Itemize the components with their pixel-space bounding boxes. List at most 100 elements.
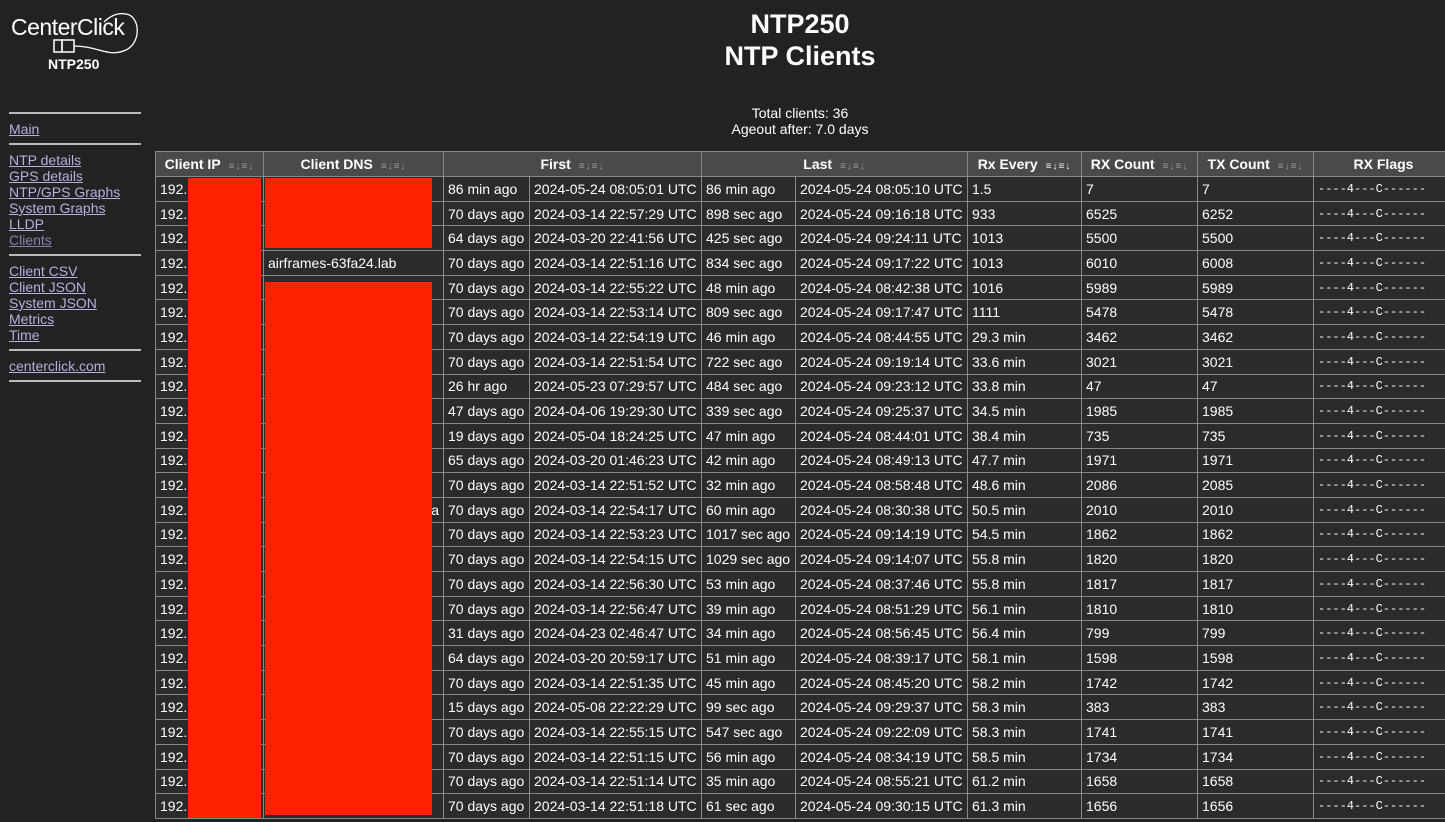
cell-last-time: 2024-05-24 09:14:19 UTC [795,521,968,548]
centerclick-logo[interactable]: CenterClick NTP250 [8,8,143,78]
cell-tx-count: 1742 [1197,669,1314,696]
nav-group: Client CSV Client JSON System JSON Metrics T… [9,256,141,349]
nav-link-ntp-gps-graphs[interactable]: NTP/GPS Graphs [9,184,121,200]
cell-first-ago: 26 hr ago [443,373,530,400]
ageout: Ageout after: 7.0 days [731,121,869,137]
cell-last-ago: 46 min ago [701,324,796,350]
nav-link-system-json[interactable]: System JSON [9,295,97,311]
cell-tx-count: 5500 [1197,225,1314,252]
cell-rx-count: 1656 [1081,793,1198,819]
cell-last-ago: 1017 sec ago [701,521,796,548]
column-header-rx-every[interactable]: Rx Every ≡↓≡↓ [967,151,1082,177]
cell-tx-count: 1810 [1197,595,1314,622]
device-name: NTP250 [750,9,850,39]
column-header-tx-count[interactable]: TX Count ≡↓≡↓ [1197,151,1314,177]
cell-first-ago: 64 days ago [443,645,530,671]
cell-rx-flags: ----4---C------ [1313,496,1445,523]
cell-rx-count: 1817 [1081,571,1198,597]
sort-icon[interactable]: ≡↓≡↓ [228,161,255,172]
sort-icon[interactable]: ≡↓≡↓ [840,161,866,172]
nav-link-metrics[interactable]: Metrics [9,311,55,327]
sidebar-nav: Main NTP details GPS details NTP/GPS Graphs… [9,112,141,382]
cell-rx-count: 2010 [1081,496,1198,523]
cell-rx-every: 56.4 min [967,620,1082,647]
cell-first-time: 2024-03-14 22:51:16 UTC [529,250,702,276]
cell-last-time: 2024-05-24 08:56:45 UTC [795,620,968,647]
cell-last-time: 2024-05-24 08:45:20 UTC [795,669,968,696]
cell-rx-count: 2086 [1081,472,1198,498]
column-header-rx-count[interactable]: RX Count ≡↓≡↓ [1081,151,1198,177]
cell-tx-count: 383 [1197,694,1314,721]
cell-rx-every: 1013 [967,250,1082,276]
sort-icon[interactable]: ≡↓≡↓ [1045,161,1072,172]
cell-last-ago: 32 min ago [701,472,796,498]
cell-last-ago: 722 sec ago [701,348,796,375]
table-row: 192. 70 days ago 2024-03-14 22:56:30 UTC 53… [155,571,1445,597]
cell-rx-count: 383 [1081,694,1198,721]
cell-rx-flags: ----4---C------ [1313,743,1445,770]
cell-first-ago: 70 days ago [443,719,530,745]
nav-link-lldp[interactable]: LLDP [9,216,45,232]
cell-first-ago: 70 days ago [443,348,530,375]
cell-rx-every: 54.5 min [967,521,1082,548]
column-header-client-ip[interactable]: Client IP ≡↓≡↓ [155,151,264,177]
cell-rx-every: 34.5 min [967,398,1082,424]
cell-last-time: 2024-05-24 09:23:12 UTC [795,373,968,400]
cell-last-ago: 1029 sec ago [701,546,796,572]
column-label: RX Count [1090,156,1155,172]
cell-first-time: 2024-03-14 22:55:22 UTC [529,274,702,301]
column-label: Client IP [164,156,221,172]
cell-last-ago: 60 min ago [701,496,796,523]
sort-icon[interactable]: ≡↓≡↓ [1162,161,1189,172]
table-row: 192. airframes-63fa24.lab 70 days ago 2024-… [155,250,1445,276]
sort-icon[interactable]: ≡↓≡↓ [380,161,407,172]
cell-first-ago: 70 days ago [443,595,530,622]
nav-link-centerclick-com[interactable]: centerclick.com [9,358,106,374]
nav-group: NTP details GPS details NTP/GPS Graphs Syst… [9,145,141,254]
column-header-first[interactable]: First ≡↓≡↓ [443,151,702,177]
cell-first-time: 2024-04-06 19:29:30 UTC [529,398,702,424]
cell-first-ago: 31 days ago [443,620,530,647]
nav-link-gps-details[interactable]: GPS details [9,168,83,184]
nav-link-ntp-details[interactable]: NTP details [9,152,82,168]
cell-tx-count: 5478 [1197,299,1314,326]
sort-icon[interactable]: ≡↓≡↓ [1277,161,1304,172]
cell-last-ago: 56 min ago [701,743,796,770]
nav-link-time[interactable]: Time [9,327,40,343]
cell-first-ago: 70 days ago [443,669,530,696]
cell-last-ago: 99 sec ago [701,694,796,721]
cell-first-ago: 65 days ago [443,447,530,474]
client-summary: Total clients: 36 Ageout after: 7.0 days [155,105,1445,137]
nav-link-clients[interactable]: Clients [9,232,52,248]
cell-rx-every: 48.6 min [967,472,1082,498]
cell-first-time: 2024-04-23 02:46:47 UTC [529,620,702,647]
cell-rx-count: 5989 [1081,274,1198,301]
cell-first-ago: 70 days ago [443,472,530,498]
cell-last-time: 2024-05-24 09:30:15 UTC [795,793,968,819]
redaction-dns [265,178,432,248]
cell-first-time: 2024-05-04 18:24:25 UTC [529,422,702,449]
cell-rx-count: 1734 [1081,743,1198,770]
cell-rx-flags: ----4---C------ [1313,176,1445,202]
nav-link-client-csv[interactable]: Client CSV [9,263,78,279]
cell-rx-every: 55.8 min [967,571,1082,597]
column-header-last[interactable]: Last ≡↓≡↓ [701,151,968,177]
column-label: First [540,156,571,172]
nav-divider [9,349,141,351]
nav-link-system-graphs[interactable]: System Graphs [9,200,106,216]
cell-rx-flags: ----4---C------ [1313,447,1445,474]
column-header-client-dns[interactable]: Client DNS ≡↓≡↓ [263,151,444,177]
nav-link-main[interactable]: Main [9,121,40,137]
cell-first-ago: 70 days ago [443,250,530,276]
cell-last-ago: 53 min ago [701,571,796,597]
table-row: 192. 70 days ago 2024-03-14 22:51:35 UTC 45… [155,669,1445,696]
cell-last-time: 2024-05-24 09:22:09 UTC [795,719,968,745]
cell-tx-count: 1971 [1197,447,1314,474]
cell-rx-flags: ----4---C------ [1313,645,1445,671]
sort-icon[interactable]: ≡↓≡↓ [578,161,605,172]
cell-last-ago: 39 min ago [701,595,796,622]
cell-tx-count: 1734 [1197,743,1314,770]
cell-first-time: 2024-03-14 22:57:29 UTC [529,200,702,227]
cell-tx-count: 1598 [1197,645,1314,671]
nav-link-client-json[interactable]: Client JSON [9,279,87,295]
